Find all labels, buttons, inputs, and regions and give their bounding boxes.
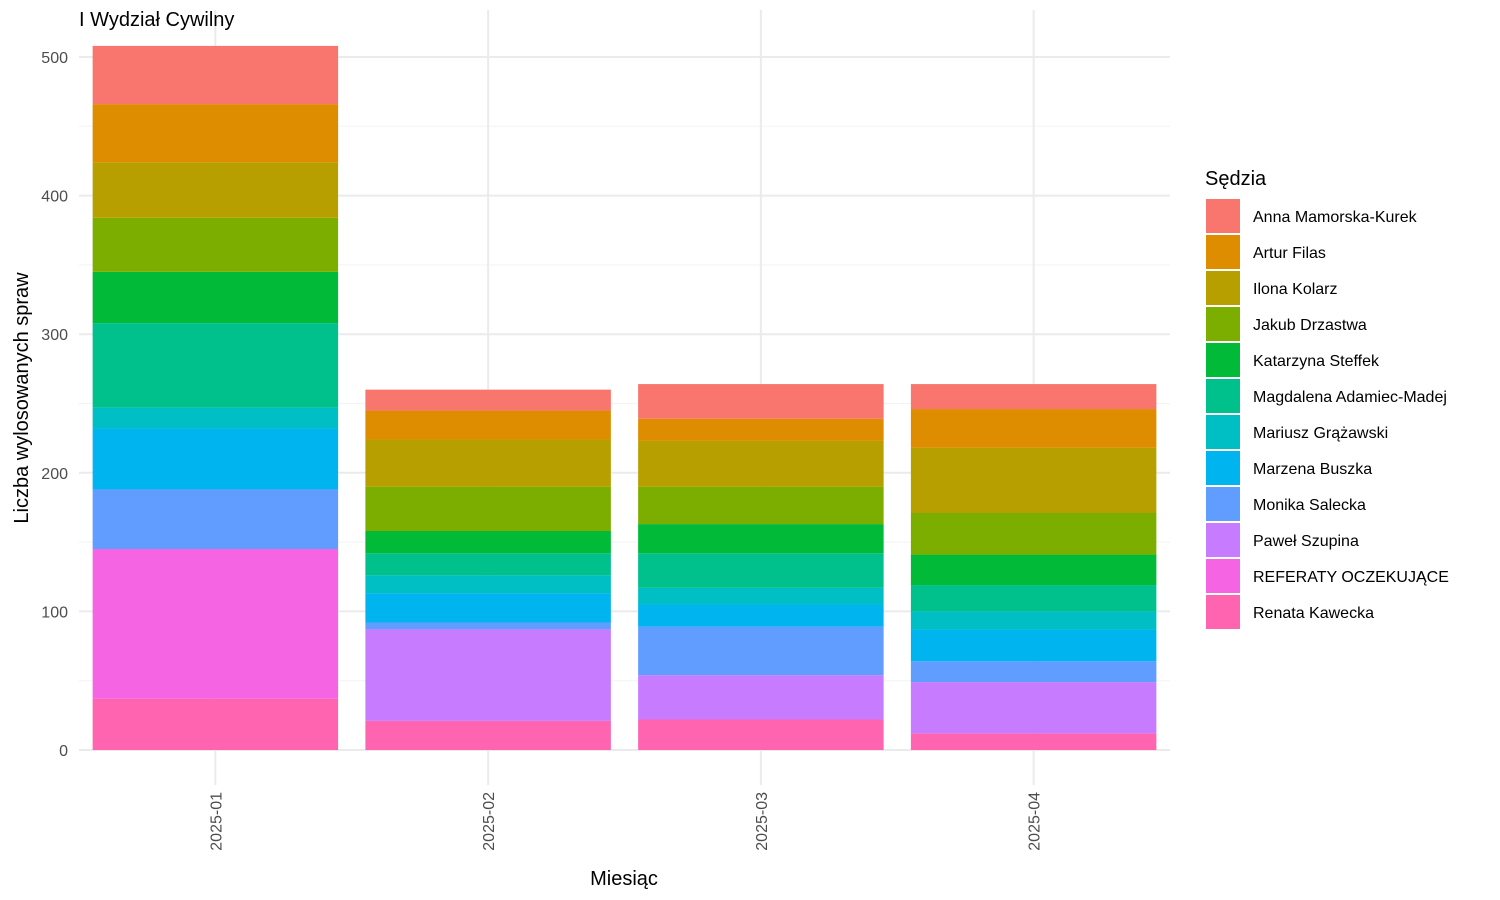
chart-title: I Wydział Cywilny — [79, 9, 234, 31]
legend-item-label: Artur Filas — [1253, 245, 1326, 262]
y-tick-label: 300 — [41, 327, 68, 344]
legend-item-label: Ilona Kolarz — [1253, 281, 1338, 298]
x-tick-label: 2025-03 — [754, 792, 771, 851]
bar-segment — [910, 384, 1157, 410]
bar-segment — [638, 719, 884, 750]
bar-segment — [910, 733, 1157, 750]
y-tick-label: 100 — [41, 604, 68, 621]
legend-item-label: Anna Mamorska-Kurek — [1253, 209, 1418, 226]
legend-item-label: Mariusz Grążawski — [1253, 425, 1388, 442]
bar-segment — [92, 428, 339, 490]
bars — [92, 45, 1157, 750]
bar-segment — [638, 524, 884, 554]
bar-segment — [92, 698, 339, 750]
y-tick-label: 500 — [41, 50, 68, 67]
bar-segment — [638, 587, 884, 605]
legend-item-label: Monika Salecka — [1253, 497, 1366, 514]
bar-segment — [365, 720, 611, 750]
legend-swatch — [1206, 415, 1240, 449]
bar-segment — [910, 682, 1157, 734]
bar-segment — [365, 531, 611, 554]
legend-item-label: Paweł Szupina — [1253, 533, 1359, 550]
y-tick-label: 0 — [59, 743, 68, 760]
legend-title: Sędzia — [1205, 168, 1267, 190]
legend-swatch — [1206, 487, 1240, 521]
bar-segment — [638, 418, 884, 441]
bar-segment — [365, 629, 611, 721]
legend-item-label: Jakub Drzastwa — [1253, 317, 1367, 334]
bar-segment — [365, 553, 611, 576]
y-tick-label: 400 — [41, 189, 68, 206]
bar-segment — [910, 629, 1157, 662]
y-tick-label: 200 — [41, 466, 68, 483]
bar-segment — [92, 323, 339, 408]
x-axis: 2025-01 2025-02 2025-03 2025-04 — [208, 792, 1043, 851]
legend-swatch — [1206, 451, 1240, 485]
bar-segment — [638, 384, 884, 419]
bar-segment — [365, 486, 611, 532]
bar-segment — [910, 447, 1157, 513]
bar-segment — [638, 604, 884, 627]
bar-segment — [365, 439, 611, 487]
bar-segment — [92, 407, 339, 429]
x-axis-label: Miesiąc — [590, 868, 658, 890]
x-tick-label: 2025-01 — [208, 792, 225, 851]
legend-swatch — [1206, 235, 1240, 269]
bar-segment — [365, 575, 611, 594]
legend-item-label: Magdalena Adamiec-Madej — [1253, 389, 1447, 406]
bar-segment — [638, 553, 884, 588]
bar-segment — [365, 410, 611, 440]
bar-segment — [910, 512, 1157, 555]
y-axis: 0 100 200 300 400 500 — [41, 50, 68, 760]
legend-swatch — [1206, 523, 1240, 557]
legend-item-label: Marzena Buszka — [1253, 461, 1372, 478]
bar-segment — [910, 661, 1157, 683]
bar-segment — [910, 611, 1157, 630]
bar-segment — [92, 271, 339, 324]
bar-segment — [92, 45, 339, 105]
legend-swatch — [1206, 199, 1240, 233]
bar-segment — [910, 409, 1157, 448]
bar-segment — [92, 217, 339, 272]
bar-segment — [92, 549, 339, 699]
bar-segment — [92, 104, 339, 163]
bar-segment — [638, 675, 884, 720]
legend-item-label: REFERATY OCZEKUJĄCE — [1253, 569, 1449, 586]
legend-item-label: Renata Kawecka — [1253, 605, 1374, 622]
y-axis-label: Liczba wylosowanych spraw — [11, 272, 33, 524]
bar-segment — [365, 593, 611, 623]
x-tick-label: 2025-02 — [481, 792, 498, 851]
legend: Sędzia Anna Mamorska-Kurek Artur Filas Ilo… — [1205, 168, 1449, 629]
legend-swatch — [1206, 595, 1240, 629]
x-tick-label: 2025-04 — [1027, 792, 1044, 851]
bar-segment — [92, 162, 339, 218]
bar-segment — [910, 585, 1157, 612]
legend-item-label: Katarzyna Steffek — [1253, 353, 1380, 370]
bar-segment — [910, 554, 1157, 586]
legend-swatch — [1206, 307, 1240, 341]
legend-swatch — [1206, 559, 1240, 593]
bar-segment — [365, 389, 611, 411]
bar-segment — [638, 486, 884, 525]
legend-swatch — [1206, 343, 1240, 377]
bar-segment — [92, 489, 339, 550]
bar-segment — [365, 622, 611, 630]
bar-segment — [638, 626, 884, 676]
legend-swatch — [1206, 379, 1240, 413]
bar-segment — [638, 440, 884, 487]
legend-swatch — [1206, 271, 1240, 305]
